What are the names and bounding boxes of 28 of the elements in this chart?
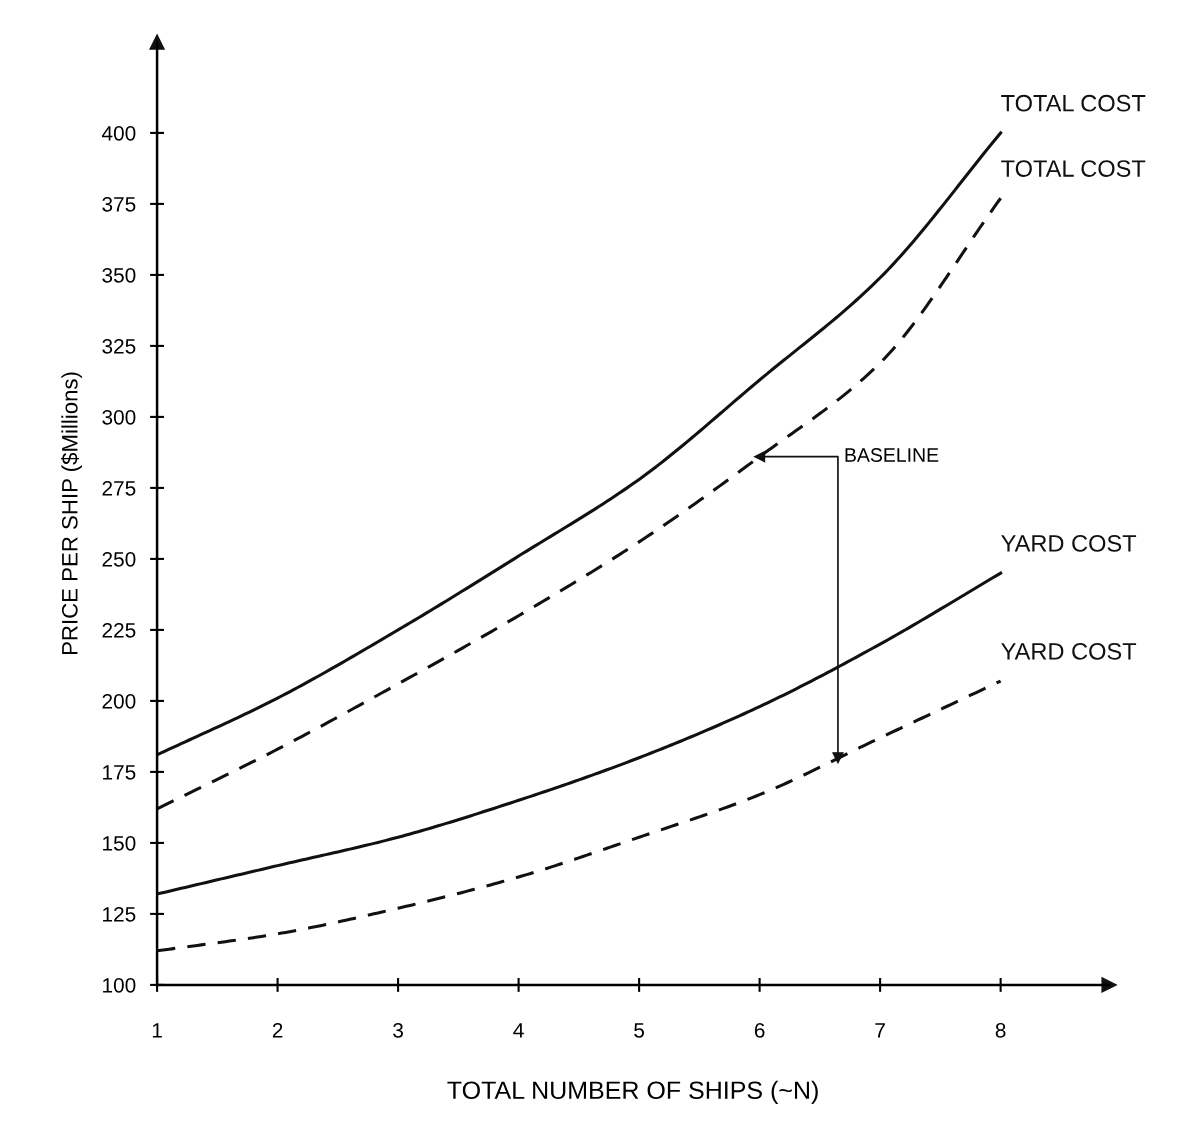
series-label: YARD COST [1001, 535, 1137, 552]
annotation: BASELINE [845, 448, 939, 462]
y-tick-label: 125 [103, 906, 136, 922]
y-tick-label: 325 [102, 338, 136, 354]
x-tick-label: 4 [513, 1023, 524, 1038]
x-tick-label: 7 [875, 1023, 885, 1038]
y-tick-label: 375 [102, 196, 136, 212]
y-tick-label: 225 [102, 622, 136, 638]
x-tick-label: 1 [152, 1023, 162, 1038]
y-tick-label: 150 [103, 835, 136, 851]
y-tick-label: 350 [102, 267, 136, 283]
x-tick-label: 5 [634, 1023, 645, 1038]
x-tick-label: 6 [754, 1022, 765, 1038]
series-label: YARD COST [1001, 642, 1137, 660]
y-axis-title: PRICE PER SHIP ($Millions) [60, 372, 83, 655]
y-tick-label: 100 [103, 977, 136, 993]
y-tick-label: 300 [102, 409, 136, 425]
y-tick-label: 400 [101, 125, 136, 141]
x-tick-label: 2 [272, 1022, 283, 1038]
x-tick-label: 3 [393, 1022, 403, 1038]
x-axis-title: TOTAL NUMBER OF SHIPS (~N) [447, 1080, 818, 1105]
y-tick-label: 200 [102, 693, 136, 709]
y-tick-label: 175 [103, 765, 136, 780]
y-tick-label: 250 [102, 551, 136, 567]
series-label: TOTAL COST [1001, 94, 1146, 112]
series-label: TOTAL COST [1001, 160, 1146, 177]
y-tick-label: 275 [102, 480, 136, 496]
x-tick-label: 8 [995, 1022, 1006, 1038]
